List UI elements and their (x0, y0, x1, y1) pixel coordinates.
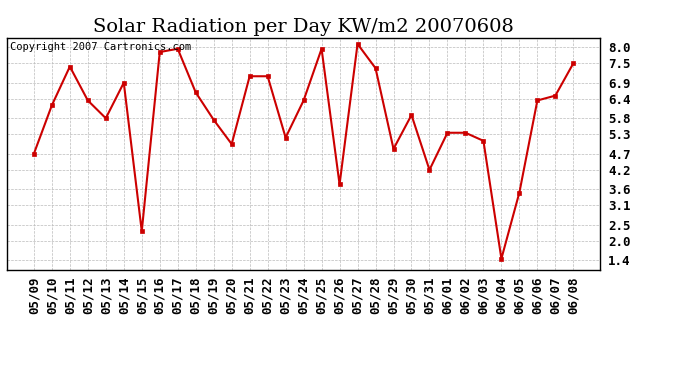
Title: Solar Radiation per Day KW/m2 20070608: Solar Radiation per Day KW/m2 20070608 (93, 18, 514, 36)
Text: Copyright 2007 Cartronics.com: Copyright 2007 Cartronics.com (10, 42, 191, 52)
